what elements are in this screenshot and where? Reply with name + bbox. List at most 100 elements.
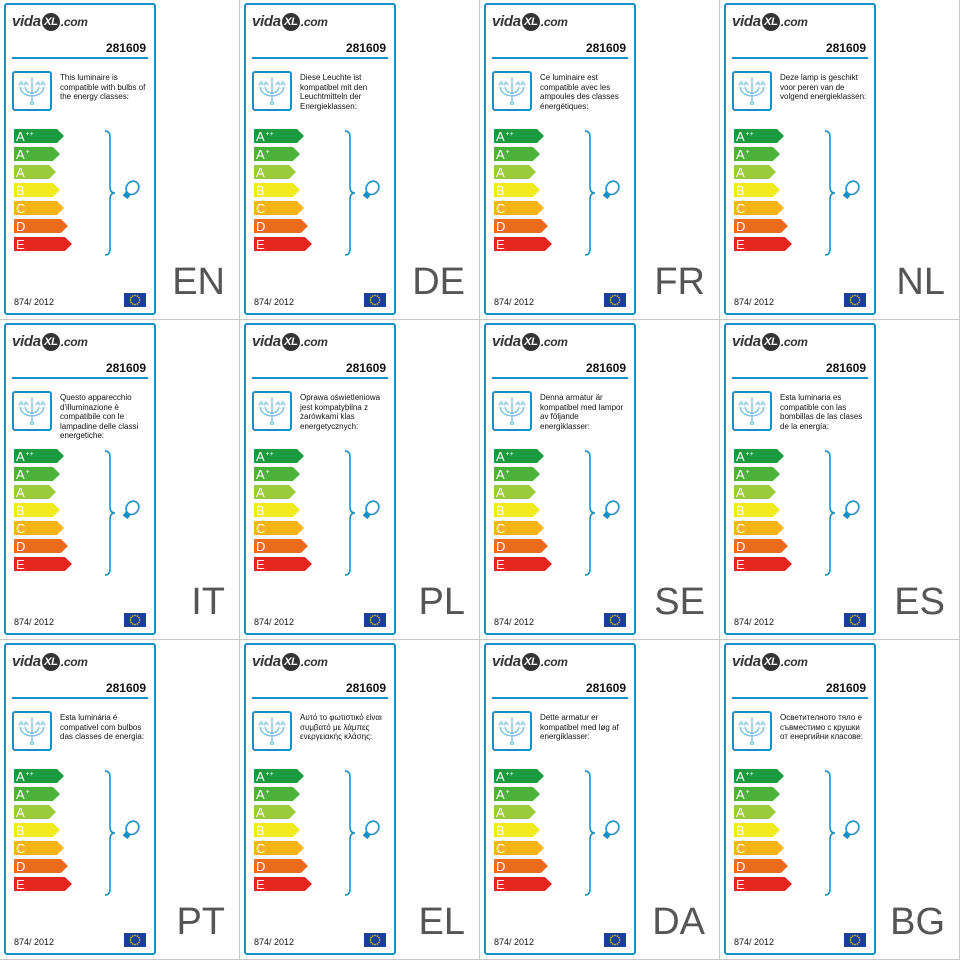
energy-class-b: B <box>734 183 780 198</box>
class-plus: + <box>265 789 270 796</box>
class-plus: ++ <box>265 131 274 138</box>
range-bracket-icon <box>104 770 116 896</box>
class-letter: D <box>736 859 745 874</box>
class-letter-text: A <box>496 449 505 464</box>
article-number: 281609 <box>345 41 386 55</box>
class-arrow <box>254 129 304 143</box>
class-arrow <box>734 557 792 571</box>
class-plus: + <box>745 789 750 796</box>
divider <box>492 377 628 379</box>
class-letter: A+ <box>736 147 750 165</box>
energy-class-aplus: A+ <box>254 147 300 162</box>
energy-class-b: B <box>734 823 780 838</box>
class-letter-text: B <box>496 503 505 518</box>
energy-label-card: vida XL .com 281609 <box>4 643 156 955</box>
class-letter: A+ <box>16 147 30 165</box>
class-letter: B <box>256 823 265 838</box>
regulation-number: 874/ 2012 <box>494 297 535 307</box>
energy-class-a: A <box>254 165 296 180</box>
class-arrow <box>254 539 308 553</box>
energy-class-aplusplus: A++ <box>494 769 544 784</box>
class-letter: C <box>16 201 25 216</box>
class-arrow <box>254 503 300 517</box>
compatibility-text: Esta luminaria es compatible con las bom… <box>780 393 863 431</box>
class-letter-text: A <box>496 147 505 162</box>
class-arrow <box>14 841 64 855</box>
energy-label-card: vida XL .com 281609 <box>484 3 636 315</box>
class-plus: + <box>25 149 30 156</box>
class-arrow <box>494 557 552 571</box>
class-plus: + <box>505 789 510 796</box>
class-letter-text: E <box>16 877 25 892</box>
energy-class-b: B <box>254 823 300 838</box>
class-letter-text: E <box>256 237 265 252</box>
class-letter-text: D <box>16 539 26 554</box>
energy-class-d: D <box>14 539 68 554</box>
energy-class-a: A <box>14 805 56 820</box>
eu-flag-icon <box>364 933 386 947</box>
class-letter-text: C <box>256 521 266 536</box>
range-bracket-icon <box>824 450 836 576</box>
class-letter: A++ <box>496 129 514 147</box>
class-arrow <box>734 467 780 481</box>
language-code: ES <box>894 581 945 623</box>
class-plus: + <box>745 149 750 156</box>
energy-class-aplusplus: A++ <box>734 129 784 144</box>
class-letter: B <box>736 183 745 198</box>
class-arrow <box>254 165 296 179</box>
eu-flag-icon <box>364 613 386 627</box>
energy-class-d: D <box>14 219 68 234</box>
class-arrow <box>254 219 308 233</box>
class-arrow <box>254 237 312 251</box>
energy-label-card: vida XL .com 281609 <box>244 3 396 315</box>
class-letter-text: B <box>256 183 265 198</box>
energy-class-c: C <box>14 201 64 216</box>
article-number: 281609 <box>585 41 626 55</box>
regulation-number: 874/ 2012 <box>14 937 55 947</box>
bulb-icon <box>362 820 380 840</box>
class-letter-text: A <box>16 467 25 482</box>
energy-class-aplus: A+ <box>734 787 780 802</box>
regulation-number: 874/ 2012 <box>254 937 295 947</box>
vidaxl-logo: vida XL .com <box>12 653 88 671</box>
class-letter-text: C <box>736 521 746 536</box>
class-letter: A <box>736 165 745 180</box>
energy-class-aplusplus: A++ <box>494 129 544 144</box>
label-cell-bg: vida XL .com 281609 <box>720 640 960 960</box>
article-number: 281609 <box>825 361 866 375</box>
label-cell-da: vida XL .com 281609 <box>480 640 720 960</box>
class-letter-text: A <box>256 467 265 482</box>
class-letter-text: D <box>16 219 26 234</box>
divider <box>732 57 868 59</box>
class-letter: C <box>496 521 505 536</box>
energy-class-aplus: A+ <box>734 147 780 162</box>
language-code: DA <box>652 901 705 943</box>
bulb-icon <box>122 180 140 200</box>
energy-class-aplusplus: A++ <box>254 129 304 144</box>
energy-class-aplus: A+ <box>494 787 540 802</box>
class-arrow <box>494 485 536 499</box>
class-letter-text: A <box>736 787 745 802</box>
class-letter: E <box>256 557 265 572</box>
range-bracket-icon <box>824 770 836 896</box>
class-letter: B <box>496 183 505 198</box>
energy-class-e: E <box>494 557 552 572</box>
class-letter: A++ <box>16 769 34 787</box>
divider <box>732 697 868 699</box>
energy-class-aplusplus: A++ <box>254 769 304 784</box>
energy-class-d: D <box>734 539 788 554</box>
class-plus: ++ <box>745 131 754 138</box>
energy-class-b: B <box>254 503 300 518</box>
class-letter-text: E <box>736 557 745 572</box>
class-arrow <box>494 859 548 873</box>
label-cell-pt: vida XL .com 281609 <box>0 640 240 960</box>
class-arrow <box>14 521 64 535</box>
class-letter-text: C <box>16 521 26 536</box>
class-plus: ++ <box>25 131 34 138</box>
class-letter-text: D <box>736 859 746 874</box>
label-cell-en: vida XL .com 281609 <box>0 0 240 320</box>
chandelier-icon <box>732 391 772 431</box>
compatibility-text: Dette armatur er kompatibel med løg af e… <box>540 713 619 741</box>
class-letter: D <box>256 859 265 874</box>
